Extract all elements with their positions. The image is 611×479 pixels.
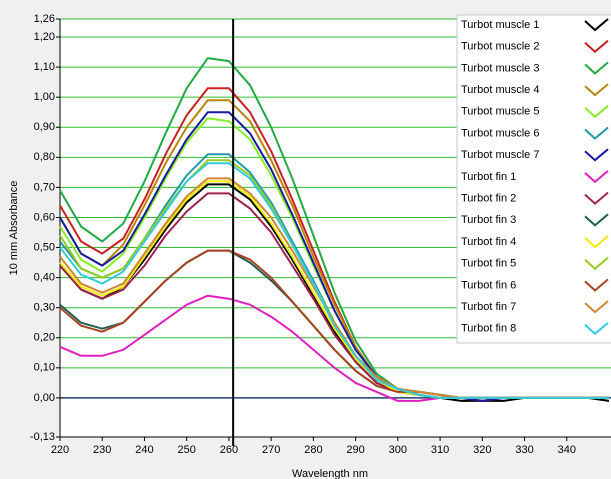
y-tick-label: 0,90: [34, 121, 55, 133]
legend-label: Turbot muscle 2: [461, 41, 539, 53]
legend-swatch: [584, 126, 609, 140]
legend-swatch: [584, 278, 609, 292]
x-tick-label: 280: [304, 444, 322, 456]
legend-swatch: [584, 213, 609, 227]
y-tick-label: 0,80: [34, 151, 55, 163]
series-line: [59, 162, 609, 399]
y-tick-label: 0,30: [34, 302, 55, 314]
y-tick-label: 1,26: [34, 13, 55, 25]
legend-label: Turbot muscle 3: [461, 62, 539, 74]
legend-swatch: [584, 105, 609, 119]
x-tick-label: 340: [558, 444, 576, 456]
legend-swatch: [584, 235, 609, 249]
legend-label: Turbot fin 8: [461, 323, 516, 335]
legend: Turbot muscle 1 Turbot muscle 2 Turbot mus…: [456, 14, 611, 344]
legend-swatch: [584, 83, 609, 97]
legend-swatch: [584, 170, 609, 184]
x-tick-label: 250: [178, 444, 196, 456]
legend-label: Turbot muscle 7: [461, 149, 539, 161]
legend-box: [456, 14, 611, 344]
legend-swatch: [584, 256, 609, 271]
y-tick-label: 0,50: [34, 241, 55, 253]
y-tick-label: 0,70: [34, 181, 55, 193]
legend-swatch: [584, 39, 609, 54]
x-tick-label: 300: [389, 444, 407, 456]
legend-label: Turbot muscle 1: [461, 19, 539, 31]
y-tick-label: 0,00: [34, 392, 55, 404]
legend-label: Turbot muscle 5: [461, 106, 539, 118]
y-tick-label: 1,20: [34, 31, 55, 43]
y-tick-label: -0,13: [30, 431, 55, 443]
y-axis-label: 10 mm Absorbance: [8, 181, 20, 276]
x-tick-label: 260: [220, 444, 238, 456]
legend-label: Turbot muscle 4: [461, 84, 539, 96]
legend-swatch: [584, 61, 609, 75]
y-tick-label: 1,10: [34, 61, 55, 73]
x-tick-label: 240: [135, 444, 153, 456]
y-tick-label: 0,40: [34, 272, 55, 284]
x-tick-label: 310: [431, 444, 449, 456]
legend-swatch: [584, 191, 609, 205]
x-tick-label: 270: [262, 444, 280, 456]
legend-label: Turbot fin 6: [461, 279, 516, 291]
legend-label: Turbot fin 5: [461, 258, 516, 270]
y-tick-label: 1,00: [34, 91, 55, 103]
legend-swatch: [584, 148, 609, 162]
x-axis-label: Wavelength nm: [292, 468, 368, 479]
legend-swatch: [584, 18, 609, 32]
x-tick-label: 230: [93, 444, 111, 456]
legend-label: Turbot fin 7: [461, 301, 516, 313]
y-tick-label: 0,10: [34, 362, 55, 374]
legend-label: Turbot fin 1: [461, 171, 516, 183]
legend-swatch: [584, 322, 609, 336]
legend-label: Turbot fin 4: [461, 236, 516, 248]
x-tick-label: 220: [51, 444, 69, 456]
x-tick-label: 290: [346, 444, 364, 456]
x-tick-label: 330: [515, 444, 533, 456]
legend-label: Turbot fin 2: [461, 193, 516, 205]
legend-swatch: [584, 300, 609, 314]
legend-label: Turbot muscle 6: [461, 127, 539, 139]
x-tick-label: 320: [473, 444, 491, 456]
legend-label: Turbot fin 3: [461, 214, 516, 226]
y-tick-label: 0,60: [34, 211, 55, 223]
y-tick-label: 0,20: [34, 332, 55, 344]
